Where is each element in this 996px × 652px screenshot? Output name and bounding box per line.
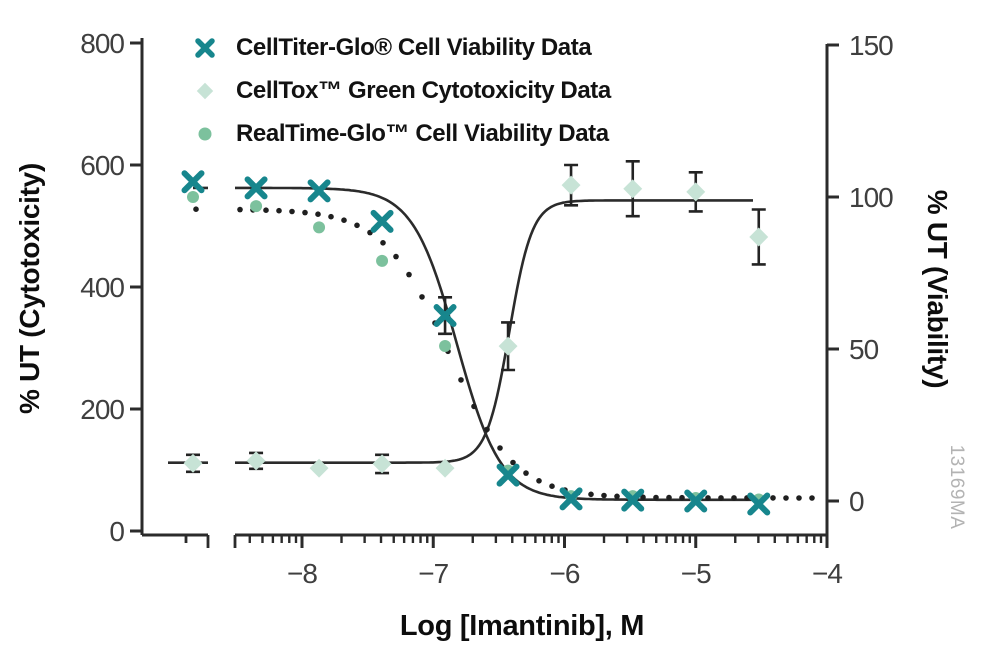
fit-dot xyxy=(510,459,516,466)
legend-label-celltiter-glo: CellTiter-Glo® Cell Viability Data xyxy=(236,33,592,61)
data-point-x xyxy=(244,176,268,200)
fit-dot xyxy=(302,209,308,216)
legend: CellTiter-Glo® Cell Viability Data CellT… xyxy=(190,26,611,155)
diamond-marker-icon xyxy=(190,76,236,106)
fit-curve-diamond xyxy=(168,199,753,464)
data-point-diamond xyxy=(309,458,329,478)
data-point-x xyxy=(370,209,394,233)
data-point-circle xyxy=(376,254,389,267)
data-point-x xyxy=(181,170,205,194)
fit-dot xyxy=(406,271,412,278)
fit-dot xyxy=(341,217,347,223)
fit-dot xyxy=(601,492,607,499)
legend-label-celltox-green: CellTox™ Green Cytotoxicity Data xyxy=(236,76,611,104)
fit-dot xyxy=(328,213,334,220)
fit-dot xyxy=(640,494,646,501)
fit-dot xyxy=(653,494,659,501)
data-point-x xyxy=(747,492,771,516)
fit-dot xyxy=(263,207,269,213)
fit-dot xyxy=(614,493,620,500)
fit-dot xyxy=(796,495,802,501)
watermark-part-number: 13169MA xyxy=(946,444,967,530)
legend-item-celltiter-glo: CellTiter-Glo® Cell Viability Data xyxy=(190,26,611,69)
data-point-x xyxy=(496,463,520,487)
fit-dot xyxy=(770,495,776,501)
y-right-tick-label: 50 xyxy=(849,334,879,365)
fit-dot xyxy=(393,253,399,260)
data-point-circle xyxy=(439,339,452,352)
legend-item-celltox-green: CellTox™ Green Cytotoxicity Data xyxy=(190,69,611,112)
data-point-diamond xyxy=(435,458,455,478)
fit-dot xyxy=(809,495,815,501)
y-axis-title-left: % UT (Cytotoxicity) xyxy=(14,163,45,414)
legend-label-realtime-glo: RealTime-Glo™ Cell Viability Data xyxy=(236,119,609,147)
data-point-x xyxy=(307,179,331,203)
x-tick-label: −5 xyxy=(681,558,711,589)
fit-dot xyxy=(497,445,503,451)
fit-dot xyxy=(484,426,490,433)
data-point-diamond xyxy=(372,454,392,474)
y-left-tick-label: 200 xyxy=(80,394,124,425)
x-tick-label: −6 xyxy=(550,558,580,589)
fit-dot xyxy=(718,495,724,501)
fit-dot xyxy=(783,495,789,501)
data-point-diamond xyxy=(498,336,518,356)
data-point-diamond xyxy=(749,227,769,247)
data-point-diamond xyxy=(623,179,643,199)
fit-dot xyxy=(354,222,360,229)
data-point-x xyxy=(684,489,708,513)
fit-dot xyxy=(549,483,555,490)
fit-dot xyxy=(705,495,711,501)
x-tick-label: −8 xyxy=(287,558,317,589)
fit-dot xyxy=(471,403,477,410)
fit-dot xyxy=(666,494,672,501)
fit-dot xyxy=(237,206,243,213)
y-axis-title-right: % UT (Viability) xyxy=(922,189,953,389)
data-point-circle xyxy=(250,200,263,213)
fit-dot xyxy=(523,470,529,476)
circle-marker-icon xyxy=(198,127,212,140)
fit-curve-x xyxy=(193,186,761,502)
fit-dot xyxy=(458,377,464,383)
data-point-x xyxy=(559,487,583,511)
data-point-diamond xyxy=(183,453,203,473)
fit-dot xyxy=(419,294,425,300)
data-point-circle xyxy=(187,191,199,203)
y-right-tick-label: 0 xyxy=(849,486,864,517)
y-left-tick-label: 800 xyxy=(80,28,124,59)
y-left-tick-label: 400 xyxy=(80,272,124,303)
data-point-diamond xyxy=(561,175,581,195)
data-point-diamond xyxy=(246,451,266,471)
y-right-tick-label: 150 xyxy=(849,30,893,61)
x-tick-label: −7 xyxy=(418,558,448,589)
x-marker-icon xyxy=(195,37,215,58)
fit-dot xyxy=(380,240,386,246)
fit-dot xyxy=(315,211,321,217)
y-right-tick-label: 100 xyxy=(849,182,893,213)
x-marker-icon xyxy=(190,33,236,63)
fit-dot xyxy=(276,207,282,214)
legend-item-realtime-glo: RealTime-Glo™ Cell Viability Data xyxy=(190,112,611,155)
data-point-x xyxy=(621,488,645,512)
data-point-diamond xyxy=(686,182,706,202)
circle-marker-icon xyxy=(190,119,236,149)
data-point-x xyxy=(433,304,457,328)
y-left-tick-label: 600 xyxy=(80,150,124,181)
fit-dot xyxy=(731,495,737,501)
diamond-marker-icon xyxy=(196,82,214,99)
x-axis-title: Log [Imantinib], M xyxy=(399,610,645,642)
fit-dot xyxy=(679,494,685,501)
fit-dot xyxy=(536,478,542,484)
x-tick-label: −4 xyxy=(812,558,842,589)
fit-dot xyxy=(289,208,295,215)
data-point-circle xyxy=(313,221,326,234)
y-left-tick-label: 0 xyxy=(109,516,124,547)
fit-dot xyxy=(193,206,199,212)
fit-dot xyxy=(588,491,594,498)
